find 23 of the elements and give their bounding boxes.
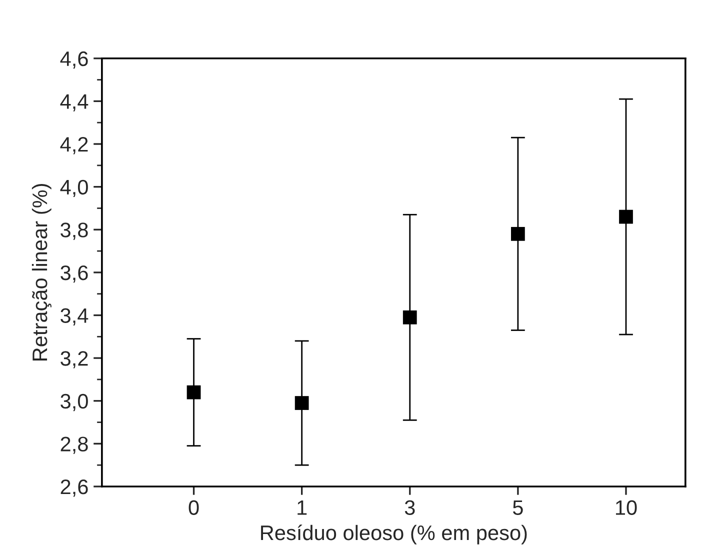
y-tick-label: 4,4 xyxy=(60,94,88,112)
point xyxy=(510,226,525,241)
y-tick-label: 4,0 xyxy=(60,180,88,198)
y-tick-label: 3,6 xyxy=(60,265,88,283)
x-tick-label: 10 xyxy=(616,500,637,515)
y-tick-label: 3,4 xyxy=(60,308,88,326)
point xyxy=(619,210,633,224)
y-tick-label: 2,8 xyxy=(60,436,88,454)
x-axis-title: Resíduo oleoso (% em peso) xyxy=(261,524,527,544)
x-tick-label: 5 xyxy=(512,500,523,515)
point xyxy=(402,310,417,324)
x-tick-label: 0 xyxy=(188,500,199,515)
y-tick-label: 3,2 xyxy=(60,351,88,368)
y-tick-label: 4,6 xyxy=(60,51,88,69)
x-tick-label: 1 xyxy=(298,500,307,515)
y-tick-label: 3,8 xyxy=(60,222,88,240)
y-tick-label: 2,6 xyxy=(60,480,88,497)
x-tick-label: 3 xyxy=(404,500,415,515)
point xyxy=(186,385,201,400)
point xyxy=(294,396,309,410)
y-tick-label: 3,0 xyxy=(60,394,88,412)
y-tick-label: 4,2 xyxy=(60,137,88,154)
y-axis-title: Retração linear (%) xyxy=(32,184,52,360)
